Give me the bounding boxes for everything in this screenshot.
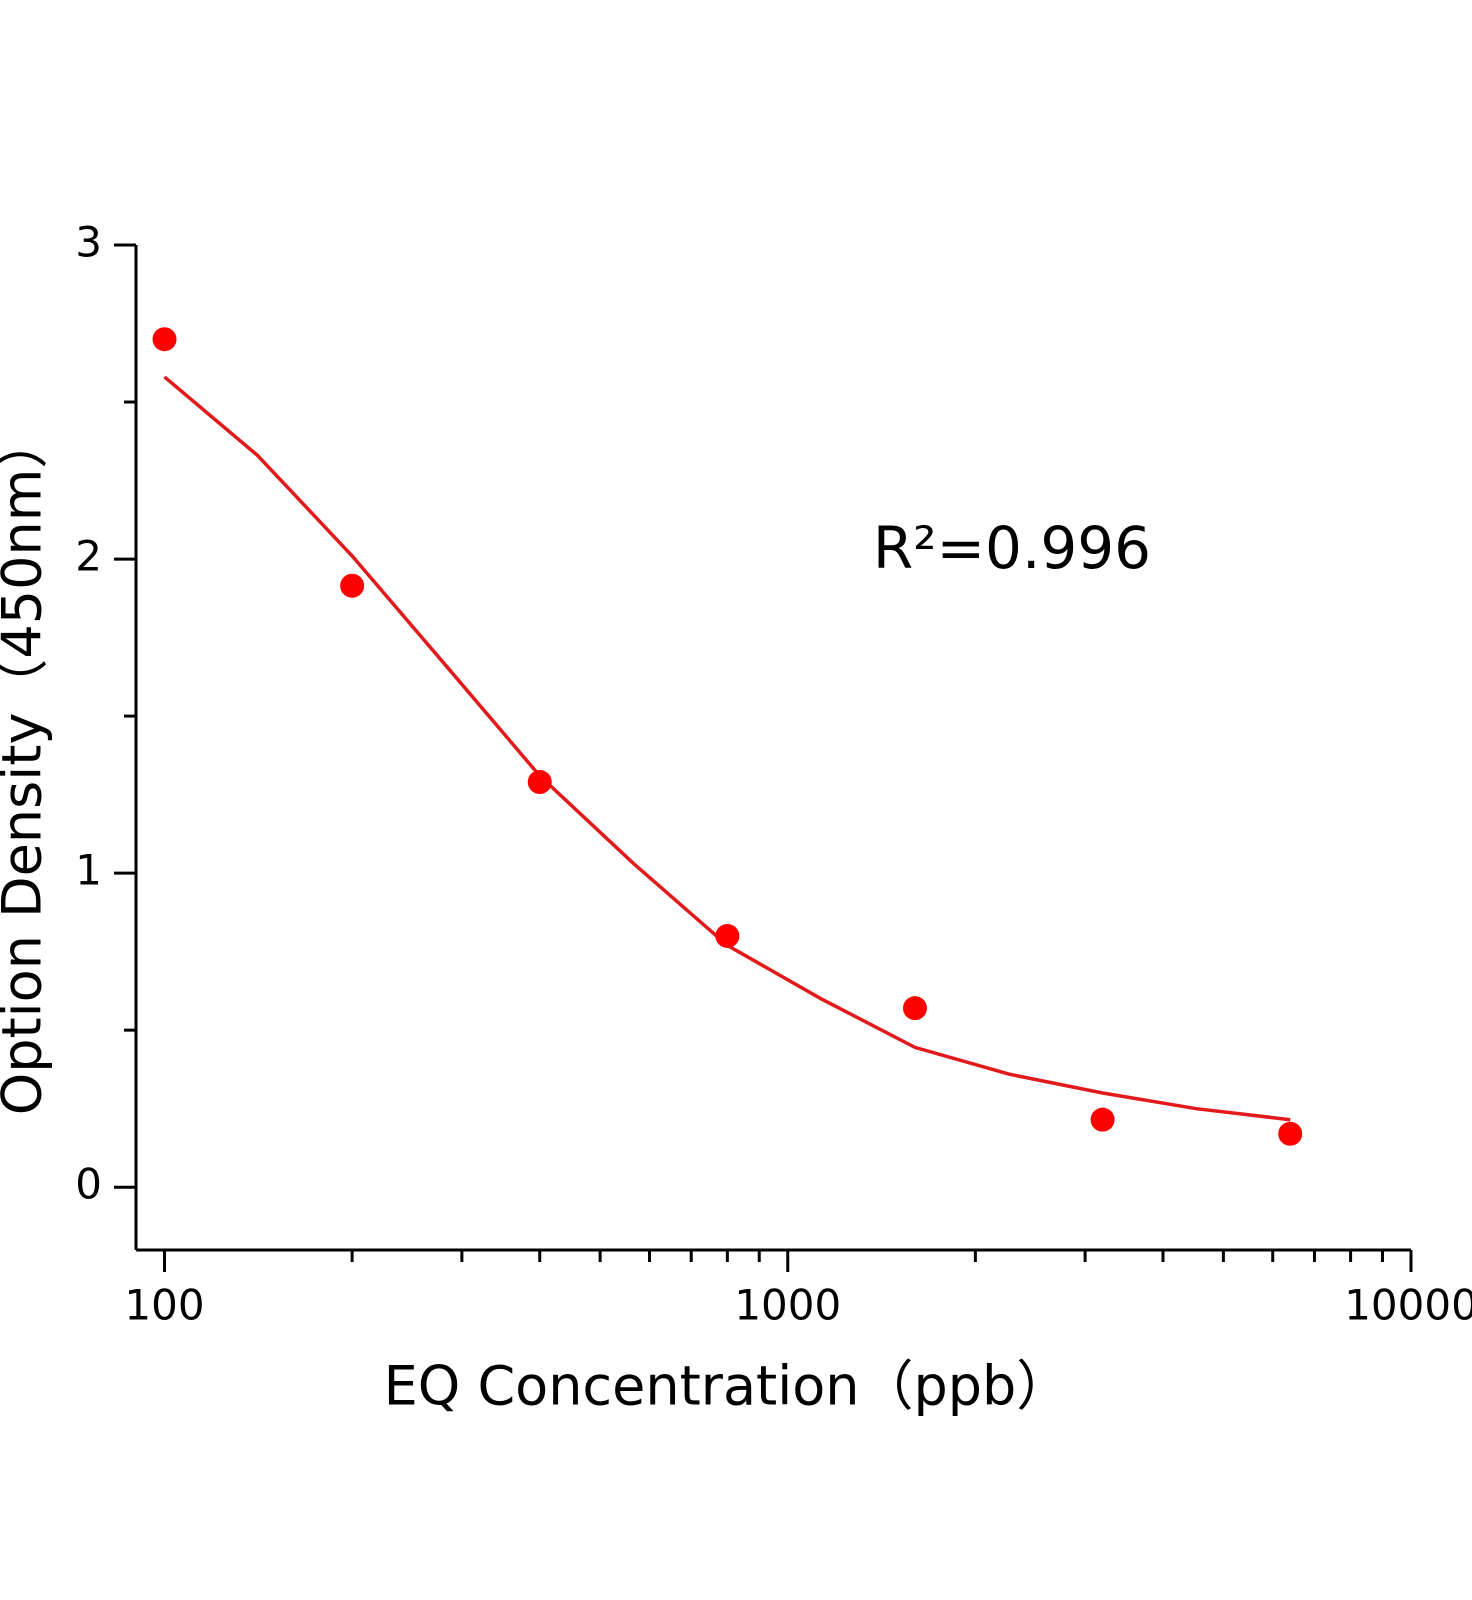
- x-tick-label: 1000: [734, 1281, 841, 1330]
- y-tick-label: 0: [75, 1160, 102, 1209]
- data-point: [715, 923, 740, 948]
- y-tick-label: 1: [75, 846, 102, 895]
- y-tick-label: 3: [75, 218, 102, 267]
- data-point: [1278, 1121, 1303, 1146]
- y-axis-label: Option Density（450nm）: [0, 415, 54, 1116]
- data-point: [340, 573, 365, 598]
- y-tick-label: 2: [75, 532, 102, 581]
- annotation: R²=0.996: [873, 514, 1151, 582]
- data-point: [152, 327, 177, 352]
- data-point: [902, 996, 927, 1021]
- x-axis-label: EQ Concentration（ppb）: [384, 1355, 1071, 1418]
- x-tick-label: 10000: [1344, 1281, 1472, 1330]
- x-tick-label: 100: [124, 1281, 204, 1330]
- data-point: [527, 770, 552, 795]
- fit-curve: [163, 375, 1291, 1122]
- data-point: [1090, 1107, 1115, 1132]
